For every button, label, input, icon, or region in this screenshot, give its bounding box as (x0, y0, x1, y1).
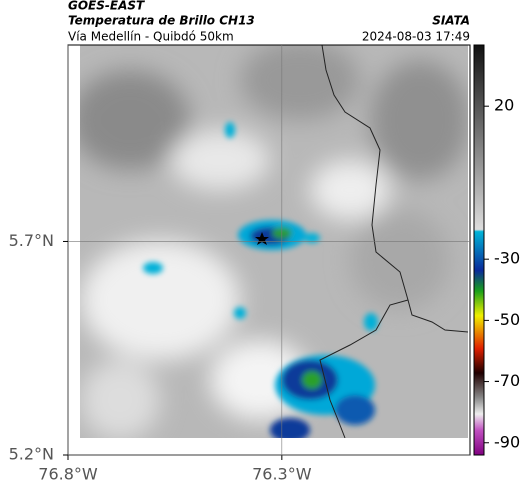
x-tick-label: 76.8°W (38, 465, 98, 484)
x-tick-label: 76.3°W (252, 465, 312, 484)
location: Vía Medellín - Quibdó 50km (68, 30, 234, 44)
colorbar-tick-label: -50 (494, 310, 520, 329)
y-tick-label: 5.7°N (9, 231, 54, 250)
colorbar-tick-label: -90 (494, 432, 520, 451)
border (321, 45, 468, 333)
colorbar-tick-label: 20 (494, 96, 514, 115)
colorbar (473, 44, 485, 456)
datetime: 2024-08-03 17:49 (362, 30, 470, 44)
y-tick-label: 5.2°N (9, 445, 54, 464)
title: GOES-EAST (68, 0, 145, 13)
colorbar-tick-label: -30 (494, 249, 520, 268)
agency: SIATA (432, 14, 470, 28)
colorbar-tick-label: -70 (494, 371, 520, 390)
subtitle: Temperatura de Brillo CH13 (68, 14, 255, 28)
satellite-image (80, 45, 468, 438)
border (319, 299, 409, 438)
